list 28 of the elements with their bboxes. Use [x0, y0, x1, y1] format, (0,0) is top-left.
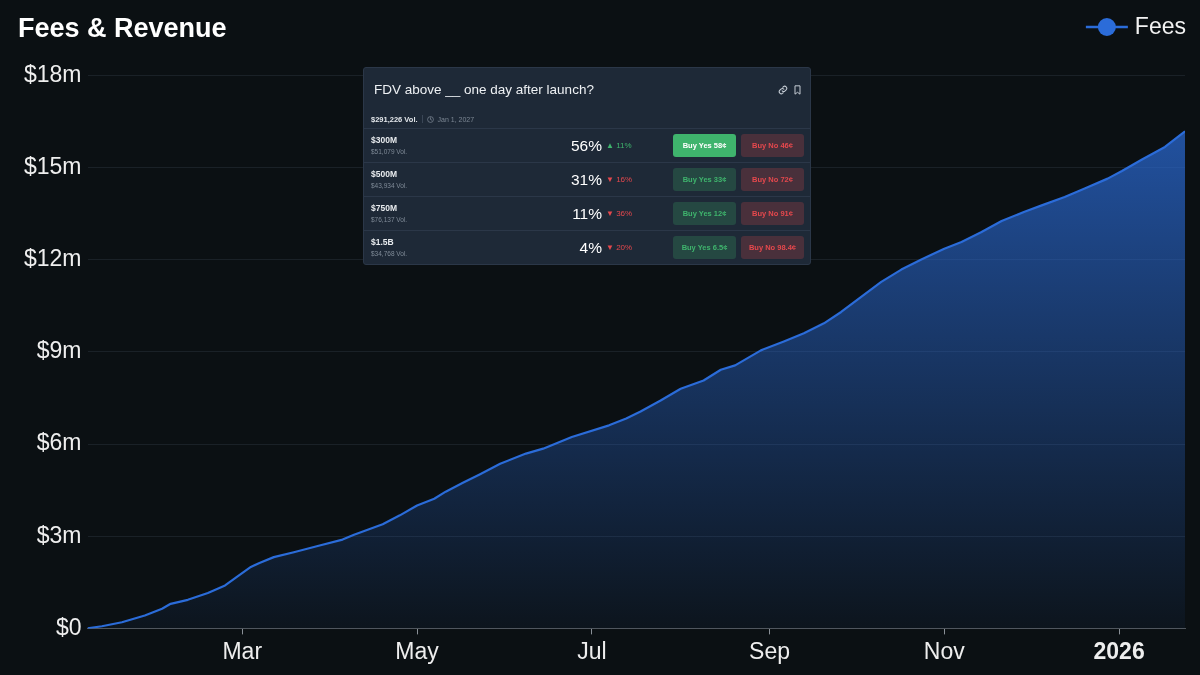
y-tick-label: $3m: [36, 521, 82, 548]
y-tick-label: $18m: [23, 60, 82, 87]
annotation: ▼ 20%: [606, 243, 633, 253]
x-tick-label: Jul: [577, 637, 607, 664]
annotation: ▼ 16%: [606, 175, 633, 185]
text: FDV above __ one day after launch?: [374, 82, 594, 98]
data-label: 4%: [578, 239, 602, 257]
y-tick-label: $6m: [36, 429, 82, 456]
legend-label: Fees: [1134, 13, 1187, 40]
annotation: ▲ 11%: [606, 141, 632, 151]
x-tick-label: 2026: [1093, 637, 1145, 664]
category-label: $300M: [371, 135, 397, 145]
category-label: $750M: [371, 203, 397, 213]
x-tick-label: May: [395, 637, 440, 664]
category-label: $500M: [371, 169, 397, 179]
x-tick-label: Nov: [923, 637, 966, 664]
y-tick-label: $12m: [23, 245, 82, 272]
data-label: 31%: [569, 171, 602, 189]
chart-title: Fees & Revenue: [18, 12, 227, 43]
y-tick-label: $15m: [23, 152, 82, 179]
x-tick-label: Mar: [222, 637, 263, 664]
annotation: ▼ 36%: [606, 209, 633, 219]
data-label: 56%: [569, 137, 602, 155]
y-tick-label: $0: [55, 613, 82, 640]
category-label: $1.5B: [371, 237, 394, 247]
data-label: 11%: [571, 205, 602, 223]
y-tick-label: $9m: [36, 337, 82, 364]
x-tick-label: Sep: [749, 637, 790, 664]
